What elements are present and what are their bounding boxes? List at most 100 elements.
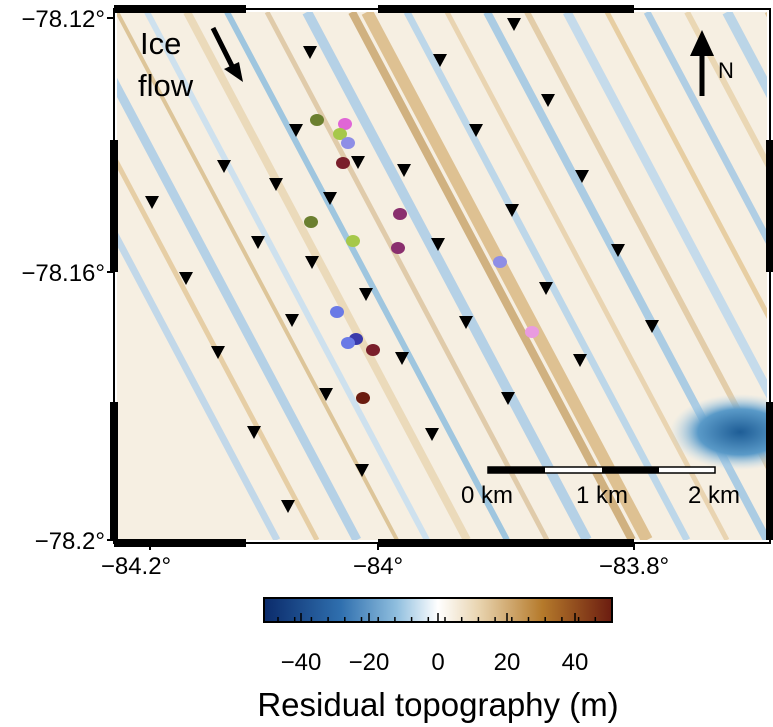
- event-marker: [304, 216, 318, 228]
- topography-stripe: [264, 12, 550, 540]
- topography-stripe: [144, 12, 430, 540]
- station-marker: [351, 156, 365, 169]
- station-marker: [431, 238, 445, 251]
- frame-segment: [766, 140, 773, 272]
- station-marker: [541, 94, 555, 107]
- station-marker: [285, 314, 299, 327]
- station-marker: [281, 500, 295, 513]
- station-marker: [611, 244, 625, 257]
- low-topography-patch: [670, 394, 767, 470]
- event-marker: [346, 235, 360, 247]
- event-marker: [336, 157, 350, 169]
- frame-segment: [114, 539, 246, 547]
- lat-label-mid: −78.16°: [21, 260, 105, 287]
- topography-stripe: [444, 12, 730, 540]
- topography-stripe: [403, 12, 691, 540]
- topography-stripe: [302, 12, 592, 540]
- topography-stripe: [684, 12, 767, 170]
- frame-segment: [378, 539, 634, 547]
- ice-flow-label-line1: Ice: [140, 26, 181, 61]
- axis-tick-marks: [107, 17, 635, 550]
- station-marker: [425, 428, 439, 441]
- colorbar: [263, 597, 613, 623]
- station-marker: [251, 236, 265, 249]
- station-marker: [469, 124, 483, 137]
- station-marker: [539, 282, 553, 295]
- station-marker: [145, 196, 159, 209]
- residual-topography-raster: [117, 12, 767, 540]
- event-marker: [493, 256, 507, 268]
- topography-stripe: [183, 12, 471, 540]
- station-marker: [323, 192, 337, 205]
- topography-stripe: [224, 12, 510, 540]
- station-marker: [433, 54, 447, 67]
- station-marker: [645, 320, 659, 333]
- station-marker: [319, 388, 333, 401]
- topography-stripe: [604, 12, 767, 320]
- topography-stripe: [117, 77, 361, 540]
- north-label: N: [718, 58, 734, 83]
- station-marker: [507, 18, 521, 31]
- seismic-stations: [145, 18, 659, 513]
- station-marker: [247, 426, 261, 439]
- event-marker: [391, 242, 405, 254]
- event-marker: [341, 137, 355, 149]
- ice-flow-arrow-icon: [210, 26, 243, 82]
- event-marker: [338, 118, 352, 130]
- event-marker: [393, 208, 407, 220]
- topography-stripe: [348, 12, 636, 540]
- event-marker: [366, 344, 380, 356]
- frame-segment: [378, 5, 634, 13]
- colorbar-title: Residual topography (m): [257, 686, 618, 723]
- station-marker: [397, 164, 411, 177]
- frame-segment: [766, 402, 773, 540]
- colorbar-tick-label: 20: [494, 649, 521, 676]
- scale-bar: [487, 466, 716, 474]
- event-marker: [356, 392, 370, 404]
- frame-segment: [114, 5, 246, 13]
- station-marker: [355, 464, 369, 477]
- scale-label-2: 2 km: [688, 482, 740, 509]
- colorbar-tick-label: −40: [281, 649, 322, 676]
- frame-ticks: [110, 5, 773, 547]
- scale-label-1: 1 km: [576, 482, 628, 509]
- station-marker: [289, 124, 303, 137]
- station-marker: [501, 392, 515, 405]
- topography-stripe: [117, 157, 320, 540]
- station-marker: [505, 204, 519, 217]
- event-marker: [341, 337, 355, 349]
- event-clusters: [304, 114, 539, 404]
- frame-segment: [110, 140, 118, 272]
- event-marker: [333, 128, 347, 140]
- lat-label-top: −78.12°: [21, 6, 105, 33]
- event-marker: [330, 306, 344, 318]
- station-marker: [395, 352, 409, 365]
- topography-stripe: [117, 230, 281, 540]
- scale-label-0: 0 km: [461, 482, 513, 509]
- topography-stripe: [643, 12, 767, 246]
- topography-stripe: [361, 12, 653, 540]
- station-marker: [303, 46, 317, 59]
- colorbar-tick-label: 0: [431, 649, 444, 676]
- lat-label-bottom: −78.2°: [35, 528, 105, 555]
- station-marker: [573, 354, 587, 367]
- station-marker: [269, 178, 283, 191]
- topography-stripe: [563, 12, 767, 399]
- station-marker: [359, 288, 373, 301]
- frame-segment: [110, 402, 118, 540]
- event-marker: [525, 326, 539, 338]
- station-marker: [305, 256, 319, 269]
- lon-label-left: −84.2°: [101, 553, 171, 580]
- north-arrow-icon: [690, 30, 714, 96]
- station-marker: [459, 316, 473, 329]
- station-marker: [179, 272, 193, 285]
- topography-stripe: [117, 12, 399, 540]
- station-marker: [217, 160, 231, 173]
- lon-label-mid: −84°: [353, 553, 403, 580]
- lon-label-right: −83.8°: [599, 553, 669, 580]
- colorbar-tick-label: −20: [349, 649, 390, 676]
- ice-flow-label-line2: flow: [138, 68, 194, 103]
- colorbar-tick-label: 40: [562, 649, 589, 676]
- station-marker: [211, 346, 225, 359]
